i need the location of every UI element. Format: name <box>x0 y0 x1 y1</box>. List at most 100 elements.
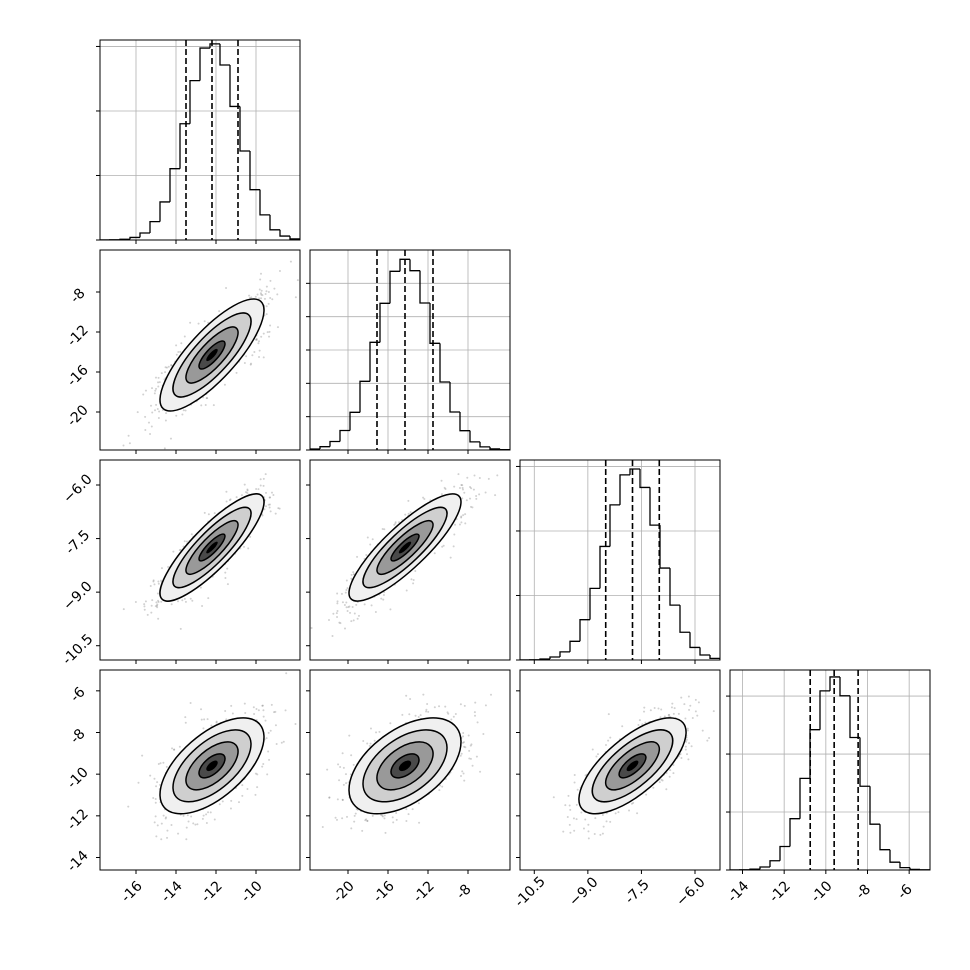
sample-point <box>201 817 204 820</box>
sample-point <box>245 355 248 358</box>
sample-point <box>464 522 467 525</box>
sample-point <box>141 754 144 757</box>
sample-point <box>202 814 205 817</box>
sample-point <box>339 622 342 625</box>
sample-point <box>352 571 355 574</box>
sample-point <box>366 819 369 822</box>
sample-point <box>343 603 346 606</box>
sample-point <box>470 505 473 508</box>
histogram-step <box>449 382 460 413</box>
sample-point <box>494 494 497 497</box>
sample-point <box>344 773 347 776</box>
sample-point <box>162 814 165 817</box>
sample-point <box>573 773 576 776</box>
sample-point <box>155 403 158 406</box>
sample-point <box>353 814 356 817</box>
sample-point <box>260 289 263 292</box>
histogram-step <box>389 270 400 304</box>
sample-point <box>268 335 271 338</box>
sample-point <box>382 598 385 601</box>
sample-point <box>170 823 173 826</box>
panel-frame <box>519 459 721 661</box>
sample-point <box>353 612 356 615</box>
sample-point <box>369 727 372 730</box>
sample-point <box>157 385 160 388</box>
sample-point <box>215 720 218 723</box>
sample-point <box>269 279 272 282</box>
sample-point <box>127 805 130 808</box>
sample-point <box>254 338 257 341</box>
sample-point <box>271 298 274 301</box>
sample-point <box>457 473 460 476</box>
sample-point <box>207 811 210 814</box>
sample-point <box>255 488 258 491</box>
sample-point <box>157 599 160 602</box>
sample-point <box>352 763 355 766</box>
sample-point <box>277 507 280 510</box>
sample-point <box>366 742 369 745</box>
sample-point <box>410 578 413 581</box>
sample-point <box>267 291 270 294</box>
sample-point <box>422 496 425 499</box>
panel-frame <box>99 39 301 241</box>
histogram-step <box>559 651 570 657</box>
sample-point <box>484 491 487 494</box>
contour <box>376 741 434 791</box>
sample-point <box>458 523 461 526</box>
contour <box>390 753 420 779</box>
sample-point <box>196 823 199 826</box>
sample-point <box>247 547 250 550</box>
sample-point <box>260 293 263 296</box>
panel-frame <box>99 669 301 871</box>
sample-point <box>170 603 173 606</box>
sample-point <box>151 599 154 602</box>
sample-point <box>381 814 384 817</box>
sample-point <box>336 798 339 801</box>
sample-point <box>175 353 178 356</box>
sample-point <box>122 444 125 447</box>
sample-point <box>459 754 462 757</box>
histogram-step <box>199 47 210 81</box>
histogram-step <box>579 619 590 642</box>
sample-point <box>213 818 216 821</box>
sample-point <box>254 772 257 775</box>
sample-point <box>354 812 357 815</box>
sample-point <box>156 603 159 606</box>
sample-point <box>409 511 412 514</box>
sample-point <box>349 611 352 614</box>
sample-point <box>447 712 450 715</box>
histogram-step <box>589 587 600 620</box>
sample-point <box>202 727 205 730</box>
histogram-step <box>349 411 360 431</box>
sample-point <box>489 693 492 696</box>
sample-point <box>338 621 341 624</box>
sample-point <box>273 287 276 290</box>
histogram-step <box>439 343 450 383</box>
sample-point <box>246 488 249 491</box>
sample-point <box>470 743 473 746</box>
sample-point <box>154 797 157 800</box>
sample-point <box>175 414 178 417</box>
sample-point <box>395 818 398 821</box>
sample-point <box>419 714 422 717</box>
sample-point <box>250 296 253 299</box>
sample-point <box>200 404 203 407</box>
sample-point <box>166 829 169 832</box>
sample-point <box>321 826 324 829</box>
sample-point <box>221 800 224 803</box>
sample-point <box>144 389 147 392</box>
sample-point <box>156 407 159 410</box>
sample-point <box>366 819 369 822</box>
sample-point <box>643 710 646 713</box>
sample-point <box>348 734 351 737</box>
sample-point <box>275 742 278 745</box>
sample-point <box>155 785 158 788</box>
sample-point <box>224 571 227 574</box>
sample-point <box>462 741 465 744</box>
sample-point <box>423 497 426 500</box>
sample-point <box>185 826 188 829</box>
sample-point <box>254 295 257 298</box>
sample-point <box>346 609 349 612</box>
sample-point <box>209 811 212 814</box>
sample-point <box>335 612 338 615</box>
